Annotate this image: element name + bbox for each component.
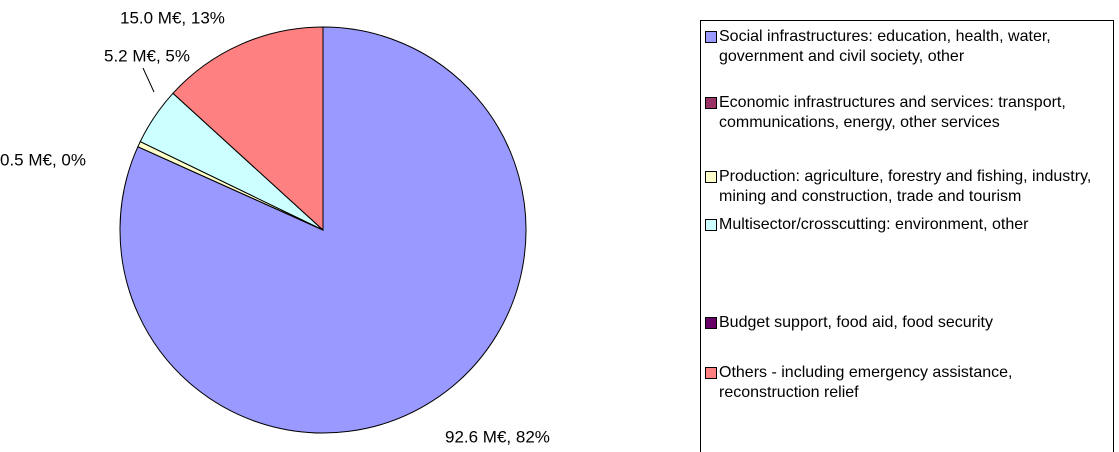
data-label: 92.6 M€, 82%	[445, 427, 550, 446]
legend-item: Social infrastructures: education, healt…	[705, 27, 1111, 66]
legend-label: Budget support, food aid, food security	[719, 314, 993, 331]
data-label: 15.0 M€, 13%	[120, 8, 225, 27]
legend-swatch	[705, 219, 717, 231]
legend-swatch	[705, 31, 717, 43]
legend-swatch	[705, 317, 717, 329]
legend: Social infrastructures: education, healt…	[700, 20, 1114, 452]
legend-item: Budget support, food aid, food security	[705, 313, 1111, 333]
legend-item: Production: agriculture, forestry and fi…	[705, 167, 1111, 206]
legend-label: Production: agriculture, forestry and fi…	[719, 168, 1092, 205]
legend-swatch	[705, 97, 717, 109]
legend-label: Others - including emergency assistance,…	[719, 364, 1013, 401]
legend-swatch	[705, 171, 717, 183]
legend-label: Economic infrastructures and services: t…	[719, 94, 1066, 131]
data-label: 0.5 M€, 0%	[0, 150, 86, 169]
legend-swatch	[705, 367, 717, 379]
legend-item: Multisector/crosscutting: environment, o…	[705, 215, 1111, 235]
leader-line	[142, 67, 155, 93]
pie-slice	[172, 26, 324, 232]
legend-item: Others - including emergency assistance,…	[705, 363, 1111, 402]
legend-label: Social infrastructures: education, healt…	[719, 28, 1051, 65]
legend-label: Multisector/crosscutting: environment, o…	[719, 216, 1029, 233]
data-label: 5.2 M€, 5%	[104, 46, 190, 65]
legend-item: Economic infrastructures and services: t…	[705, 93, 1111, 132]
